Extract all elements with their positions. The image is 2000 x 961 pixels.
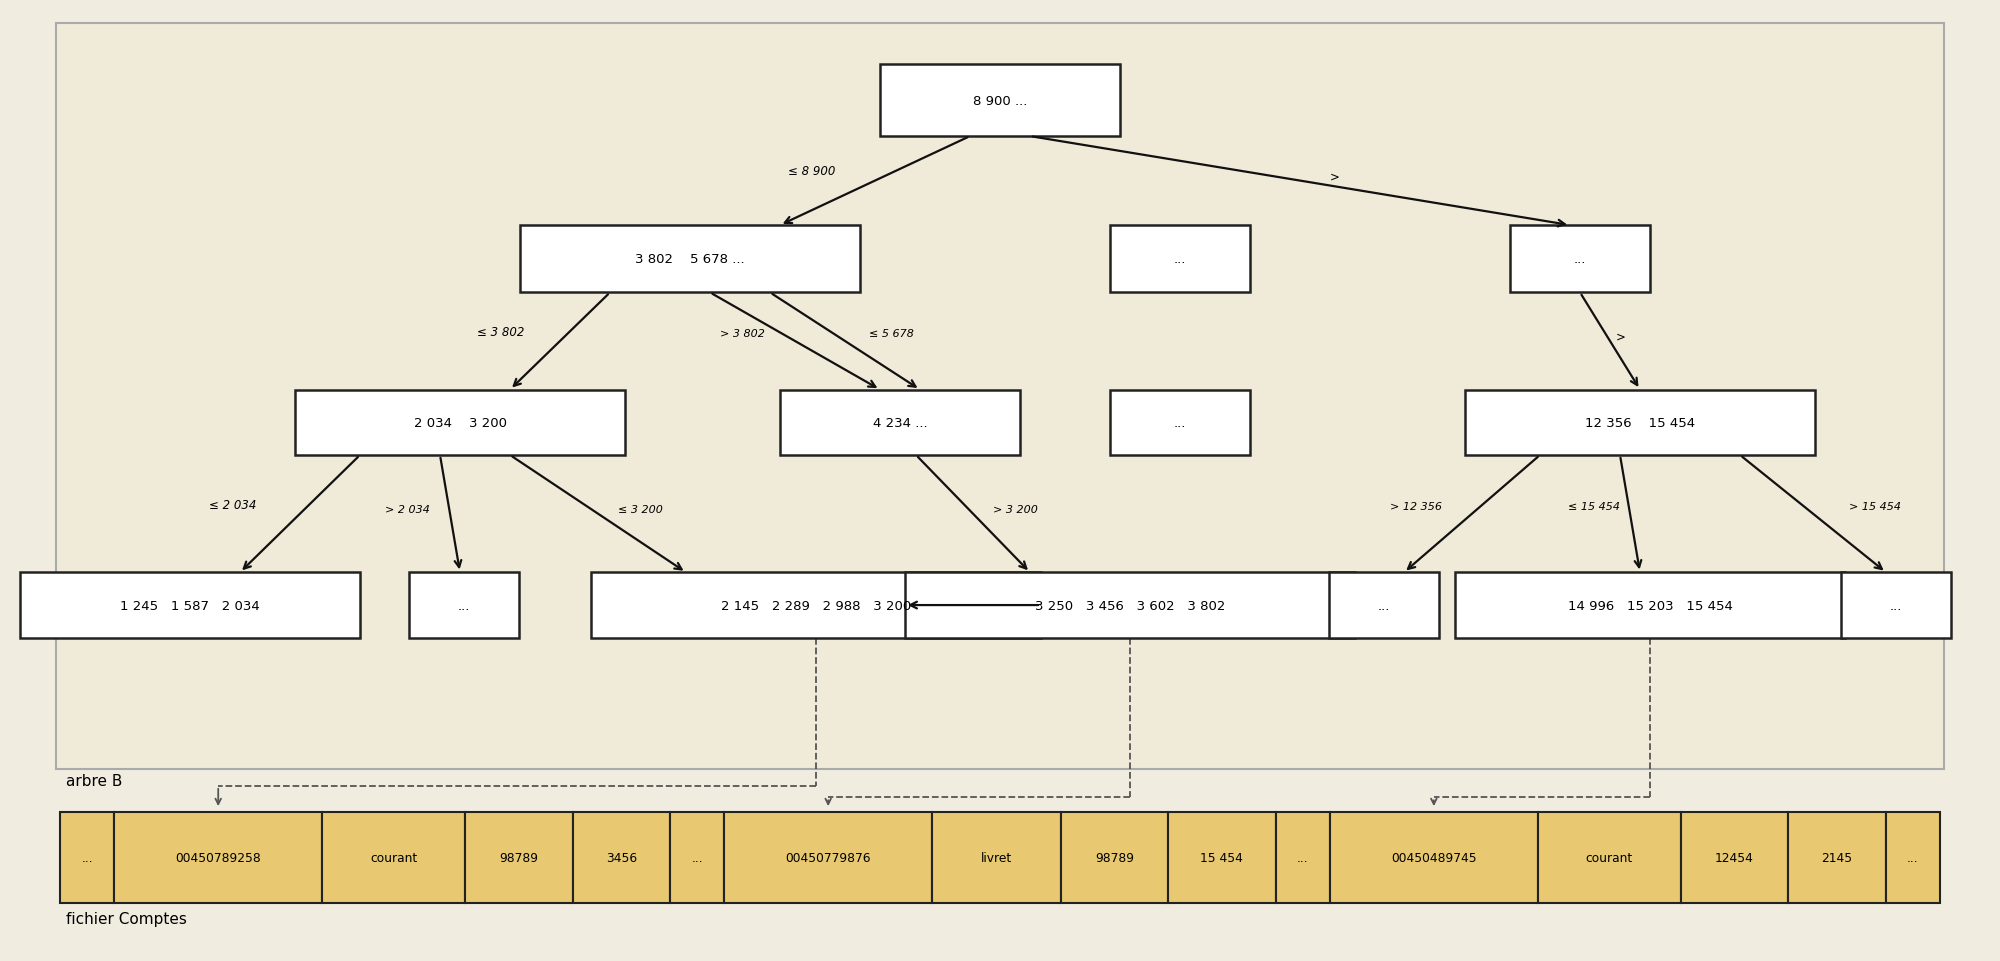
Text: > 3 200: > 3 200	[992, 505, 1038, 514]
Text: ...: ...	[1174, 253, 1186, 266]
Bar	[592, 573, 1040, 638]
Bar	[410, 573, 520, 638]
Text: 1 245   1 587   2 034: 1 245 1 587 2 034	[120, 599, 260, 612]
Text: 98789: 98789	[500, 851, 538, 864]
Text: 15 454: 15 454	[1200, 851, 1244, 864]
Text: ...: ...	[1574, 253, 1586, 266]
Bar	[296, 390, 624, 456]
Text: ≤ 5 678: ≤ 5 678	[868, 329, 914, 339]
Bar	[520, 226, 860, 293]
Text: 12454: 12454	[1716, 851, 1754, 864]
Bar	[466, 812, 572, 903]
Bar	[1680, 812, 1788, 903]
Bar	[60, 812, 114, 903]
Bar	[1110, 390, 1250, 456]
Bar	[1276, 812, 1330, 903]
Bar	[114, 812, 322, 903]
Text: ≤ 15 454: ≤ 15 454	[1568, 502, 1620, 511]
Text: 2 034    3 200: 2 034 3 200	[414, 416, 506, 430]
Text: ...: ...	[1174, 416, 1186, 430]
Bar	[1168, 812, 1276, 903]
Bar	[1510, 226, 1650, 293]
Text: 3 250   3 456   3 602   3 802: 3 250 3 456 3 602 3 802	[1034, 599, 1226, 612]
Bar	[1330, 812, 1538, 903]
Text: courant: courant	[1586, 851, 1632, 864]
Text: fichier Comptes: fichier Comptes	[66, 911, 186, 926]
Text: 00450489745: 00450489745	[1392, 851, 1476, 864]
Bar	[1886, 812, 1940, 903]
Text: 00450779876: 00450779876	[786, 851, 870, 864]
Text: ≤ 3 802: ≤ 3 802	[476, 326, 524, 338]
Text: ≤ 3 200: ≤ 3 200	[618, 505, 662, 514]
Bar	[724, 812, 932, 903]
Bar	[1110, 226, 1250, 293]
Bar	[322, 812, 466, 903]
Text: > 15 454: > 15 454	[1850, 502, 1902, 511]
Text: >: >	[1330, 170, 1340, 184]
Bar	[1328, 573, 1440, 638]
Bar	[1454, 573, 1844, 638]
Bar	[670, 812, 724, 903]
Bar	[572, 812, 670, 903]
Bar	[1538, 812, 1680, 903]
Bar	[1788, 812, 1886, 903]
Text: ...: ...	[458, 599, 470, 612]
Bar	[20, 573, 360, 638]
Text: 12 356    15 454: 12 356 15 454	[1584, 416, 1696, 430]
Text: ...: ...	[692, 851, 702, 864]
Text: >: >	[1616, 331, 1626, 343]
Bar	[1464, 390, 1816, 456]
Text: 8 900 ...: 8 900 ...	[972, 94, 1028, 108]
Text: courant: courant	[370, 851, 418, 864]
Text: 14 996   15 203   15 454: 14 996 15 203 15 454	[1568, 599, 1732, 612]
Text: livret: livret	[980, 851, 1012, 864]
Bar	[780, 390, 1020, 456]
Bar	[932, 812, 1060, 903]
Bar	[1840, 573, 1952, 638]
Text: > 2 034: > 2 034	[386, 505, 430, 514]
Bar	[56, 24, 1944, 769]
Text: ...: ...	[82, 851, 94, 864]
Text: ...: ...	[1298, 851, 1308, 864]
Text: ...: ...	[1378, 599, 1390, 612]
Bar	[880, 65, 1120, 136]
Text: ...: ...	[1890, 599, 1902, 612]
Text: 00450789258: 00450789258	[176, 851, 262, 864]
Text: 98789: 98789	[1096, 851, 1134, 864]
Text: 4 234 ...: 4 234 ...	[872, 416, 928, 430]
Text: > 3 802: > 3 802	[720, 329, 764, 339]
Text: > 12 356: > 12 356	[1390, 502, 1442, 511]
Text: 3456: 3456	[606, 851, 636, 864]
Text: arbre B: arbre B	[66, 774, 122, 789]
Text: 3 802    5 678 ...: 3 802 5 678 ...	[636, 253, 744, 266]
Text: ...: ...	[1906, 851, 1918, 864]
Text: 2 145   2 289   2 988   3 200: 2 145 2 289 2 988 3 200	[720, 599, 912, 612]
Bar	[1060, 812, 1168, 903]
Text: 2145: 2145	[1822, 851, 1852, 864]
Text: ≤ 2 034: ≤ 2 034	[208, 498, 256, 511]
Bar	[904, 573, 1356, 638]
Text: ≤ 8 900: ≤ 8 900	[788, 165, 836, 179]
